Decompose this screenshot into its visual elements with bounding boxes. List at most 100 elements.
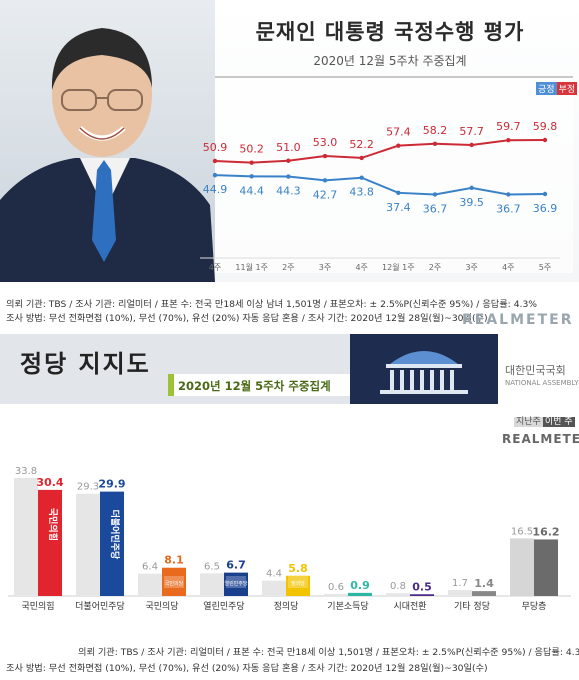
bar-prev — [448, 590, 472, 596]
neg-value-label: 59.7 — [496, 120, 521, 133]
party-subtitle-box — [168, 374, 352, 396]
bar-prev-label: 4.4 — [266, 569, 282, 580]
pos-point — [396, 190, 401, 196]
neg-value-label: 50.9 — [203, 141, 228, 154]
party-logo-text: 더불어민주당 — [109, 510, 121, 560]
bar-prev-label: 0.6 — [328, 582, 344, 593]
x-tick-label: 4주 — [355, 263, 367, 272]
bar-cur — [410, 594, 434, 596]
neg-point — [359, 155, 364, 161]
bar-prev — [76, 493, 100, 596]
approval-chart-frame — [215, 76, 573, 273]
survey-info-line-2: 조사 방법: 무선 전화면접 (10%), 무선 (70%), 유선 (20%)… — [6, 313, 488, 324]
x-tick-label: 3주 — [319, 263, 331, 272]
bar-cur-label: 16.2 — [532, 525, 559, 538]
neg-value-label: 51.0 — [276, 141, 301, 154]
pos-point — [506, 192, 511, 197]
assembly-label-box — [498, 334, 579, 404]
bar-prev-label: 29.3 — [77, 482, 99, 493]
bar-prev — [138, 573, 162, 596]
bar-cur-label: 5.8 — [288, 562, 308, 575]
bar-cur-label: 6.7 — [226, 559, 246, 572]
bar-cur-label: 1.4 — [474, 577, 494, 590]
pos-value-label: 39.5 — [459, 196, 484, 209]
survey-info-bottom: 의뢰 기관: TBS / 조사 기관: 리얼미터 / 표본 수: 전국 만18세… — [0, 634, 579, 680]
pos-series-line — [214, 174, 546, 196]
neg-series-line — [214, 139, 546, 164]
x-tick-label: 2주 — [282, 263, 294, 272]
survey-info-top: 의뢰 기관: TBS / 조사 기관: 리얼미터 / 표본 수: 전국 만18세… — [0, 290, 579, 330]
party-logo-text: 국민의힘 — [47, 508, 59, 541]
neg-value-label: 59.8 — [533, 120, 558, 133]
neg-value-label: 50.2 — [239, 143, 264, 156]
category-label: 무당층 — [522, 601, 547, 612]
realmeter-logo-bottom: REALMETER — [502, 432, 579, 446]
party-logo-badge — [288, 576, 308, 588]
bar-cur — [224, 572, 248, 596]
pos-point — [469, 185, 474, 191]
bar-cur-label: 8.1 — [164, 554, 184, 567]
neg-point — [542, 137, 548, 143]
bar-cur — [534, 539, 558, 596]
pos-value-label: 36.7 — [496, 202, 521, 215]
pos-value-label: 44.9 — [203, 183, 228, 196]
bar-cur — [162, 567, 186, 596]
x-tick-label: 4주 — [502, 263, 514, 272]
legend-cur: 이번 주 — [542, 417, 575, 427]
legend-prev: 지난주 — [514, 417, 543, 427]
neg-point — [249, 160, 254, 165]
bar-cur — [348, 592, 372, 596]
realmeter-logo-top: REALMETER — [462, 312, 574, 328]
bar-cur — [38, 489, 62, 596]
bar-prev-label: 6.4 — [142, 562, 158, 573]
x-tick-label: 11월 1주 — [235, 262, 268, 272]
pos-value-label: 44.4 — [239, 184, 264, 197]
legend-negative: 부정 — [556, 82, 578, 95]
pos-point — [359, 175, 364, 180]
pos-point — [432, 192, 438, 197]
approval-title: 문재인 대통령 국정수행 평가 — [255, 20, 525, 44]
neg-value-label: 57.7 — [459, 125, 484, 138]
neg-point — [432, 141, 438, 146]
pos-point — [286, 174, 291, 179]
category-label: 열린민주당 — [203, 601, 244, 612]
pos-value-label: 36.7 — [423, 202, 448, 215]
neg-point — [286, 158, 291, 163]
category-label: 정의당 — [274, 601, 299, 612]
bar-cur — [100, 491, 124, 596]
bar-cur — [286, 575, 310, 596]
neg-point — [506, 138, 511, 143]
category-label: 기타 정당 — [454, 601, 490, 612]
bar-prev — [386, 593, 410, 596]
pos-value-label: 36.9 — [533, 202, 558, 215]
party-logo-text: 국민의당 — [165, 580, 184, 587]
bar-cur-label: 30.4 — [36, 476, 63, 489]
neg-point — [469, 142, 474, 148]
neg-value-label: 57.4 — [386, 126, 411, 139]
neg-value-label: 53.0 — [313, 136, 338, 149]
approval-line-chart: 50.9 50.2 51.0 53.0 52.2 57.4 58.2 57.7 59.7 59.8… — [200, 120, 560, 272]
bar-prev — [324, 593, 348, 596]
party-title: 정당 지지도 — [20, 350, 151, 378]
x-tick-label: 2주 — [429, 263, 441, 272]
bar-prev-label: 6.5 — [204, 561, 220, 572]
party-logo-badge — [164, 576, 184, 588]
assembly-building-icon — [380, 351, 468, 394]
party-subtitle: 2020년 12월 5주차 주중집계 — [178, 379, 331, 393]
bar-prev — [14, 478, 38, 596]
party-logo-text: 정의당 — [291, 580, 305, 587]
neg-point — [322, 153, 328, 159]
bar-cur — [472, 591, 496, 596]
pos-point — [249, 174, 254, 179]
category-label: 국민의당 — [145, 601, 178, 612]
bar-prev — [200, 573, 224, 596]
pos-value-label: 43.8 — [349, 186, 374, 199]
party-logo-badge — [226, 576, 246, 588]
bar-prev-label: 16.5 — [511, 526, 533, 537]
assembly-name-ko: 대한민국국회 — [505, 364, 566, 377]
category-label: 국민의힘 — [21, 601, 54, 612]
x-tick-label: 4주 — [209, 263, 221, 272]
bar-prev-label: 1.7 — [452, 578, 468, 589]
x-tick-label: 12월 1주 — [382, 262, 415, 272]
